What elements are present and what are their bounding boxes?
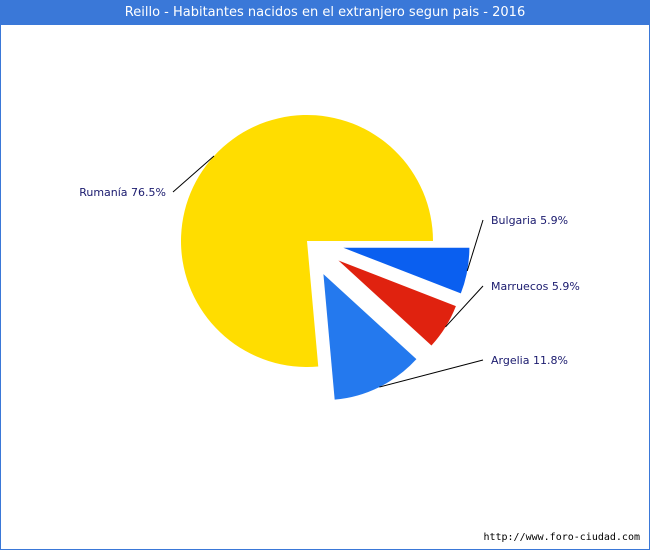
pie-slice-rumania xyxy=(181,115,433,367)
chart-title: Reillo - Habitantes nacidos en el extran… xyxy=(1,1,649,25)
source-link[interactable]: http://www.foro-ciudad.com xyxy=(483,532,640,543)
pie-slice-bulgaria xyxy=(343,247,470,294)
leader-line-bulgaria xyxy=(466,219,484,272)
pie-slice-argelia xyxy=(323,274,417,400)
leader-line-rumania xyxy=(172,155,215,193)
slice-label-bulgaria: Bulgaria 5.9% xyxy=(491,214,568,227)
slice-label-argelia: Argelia 11.8% xyxy=(491,354,568,367)
leader-line-marruecos xyxy=(445,285,484,328)
pie-slice-marruecos xyxy=(338,260,456,346)
leader-line-argelia xyxy=(379,359,484,388)
slice-label-marruecos: Marruecos 5.9% xyxy=(491,280,580,293)
slice-label-rumania: Rumanía 76.5% xyxy=(79,186,166,199)
